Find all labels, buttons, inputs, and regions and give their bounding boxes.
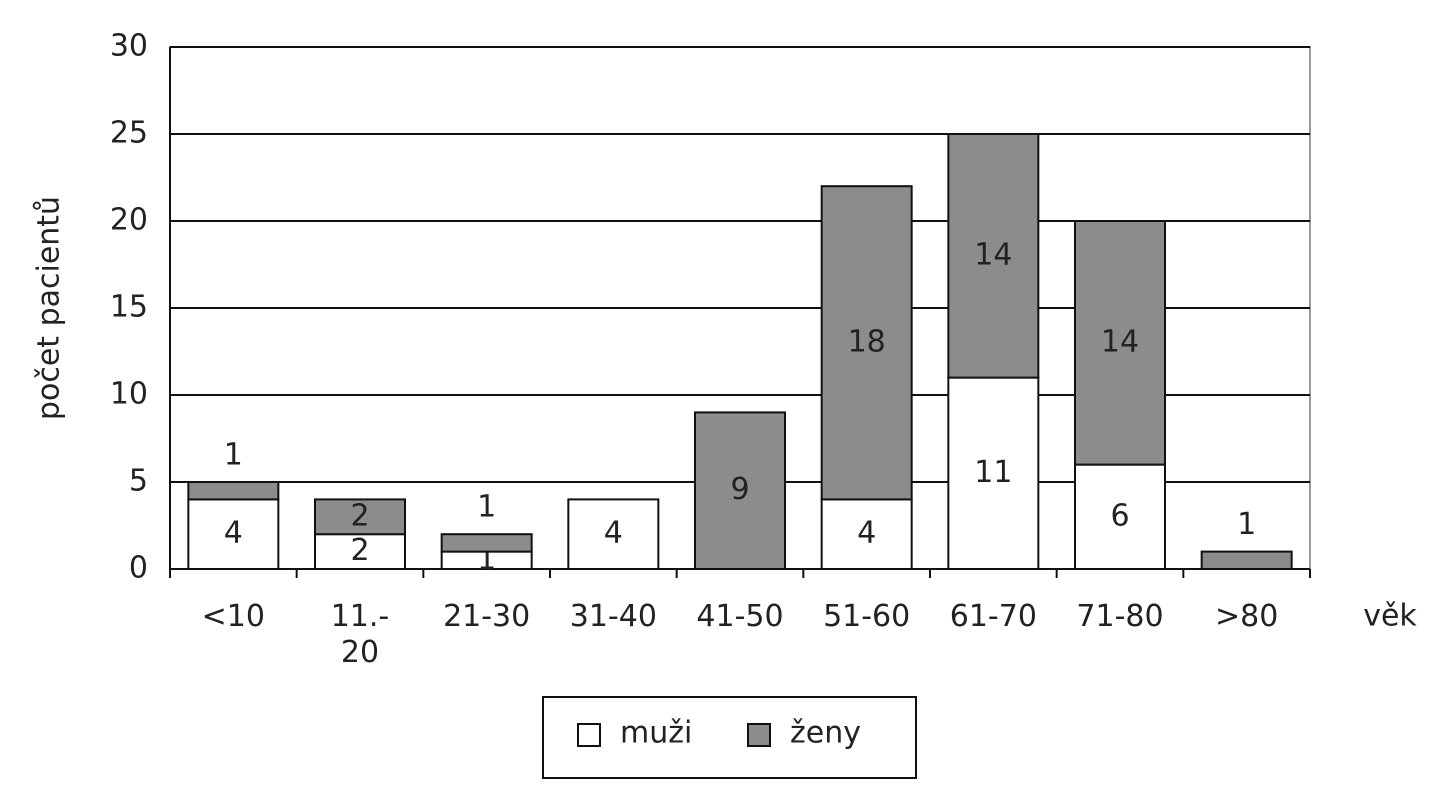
bar-segment	[820, 185, 913, 501]
data-label: 14	[974, 237, 1012, 272]
x-tick-label: 31-40	[570, 599, 657, 634]
y-tick-label: 30	[110, 29, 148, 64]
legend-box	[542, 696, 917, 779]
y-tick-label: 25	[110, 116, 148, 151]
x-tick-label: 71-80	[1076, 599, 1163, 634]
x-tick-label-line: 41-50	[696, 599, 783, 634]
y-tick-label: 15	[110, 290, 148, 325]
x-tick-label: 41-50	[696, 599, 783, 634]
x-tick-label-line: 61-70	[950, 599, 1037, 634]
data-label: 4	[224, 516, 243, 551]
legend-label: ženy	[790, 716, 861, 751]
data-label: 1	[224, 438, 243, 473]
x-tick-label-line: 20	[341, 635, 379, 670]
y-tick-label: 5	[129, 464, 148, 499]
bar-segment	[1074, 220, 1166, 466]
y-tick-label: 20	[110, 203, 148, 238]
data-label: 6	[1110, 498, 1129, 533]
x-tick-label: 21-30	[443, 599, 530, 634]
data-label: 1	[477, 490, 496, 525]
data-label: 18	[848, 324, 886, 359]
x-tick-label-line: 71-80	[1076, 599, 1163, 634]
x-tick-label: 61-70	[950, 599, 1037, 634]
x-tick-label: >80	[1215, 599, 1278, 634]
bar-segment	[947, 133, 1040, 379]
bar-segment	[567, 498, 660, 570]
bar-segment	[314, 498, 406, 536]
y-axis-label: počet pacientů	[32, 196, 67, 420]
x-tick-label-line: 21-30	[443, 599, 530, 634]
data-label: 2	[350, 533, 369, 568]
x-tick-label-line: <10	[202, 599, 265, 634]
bar-segment	[1200, 550, 1293, 570]
x-tick-label-line: >80	[1215, 599, 1278, 634]
data-label: 4	[604, 516, 623, 551]
y-tick-label: 0	[129, 551, 148, 586]
bar-segment	[1074, 463, 1166, 571]
data-label: 11	[974, 455, 1012, 490]
legend-swatch	[577, 723, 601, 747]
bar-segment	[947, 376, 1040, 570]
data-label: 1	[1237, 507, 1256, 542]
data-label: 2	[350, 498, 369, 533]
x-tick-label-line: 31-40	[570, 599, 657, 634]
data-label: 4	[857, 516, 876, 551]
legend-swatch	[747, 723, 771, 747]
bar-segment	[187, 498, 280, 570]
data-label: 9	[730, 472, 749, 507]
x-tick-label: <10	[202, 599, 265, 634]
legend-label: muži	[620, 716, 692, 751]
x-tick-label: 51-60	[823, 599, 910, 634]
data-label: 14	[1101, 324, 1139, 359]
x-axis-label: věk	[1363, 599, 1417, 634]
x-tick-label: 11.-20	[331, 599, 390, 670]
bar-segment	[187, 481, 280, 501]
bar-segment	[440, 533, 533, 553]
x-tick-label-line: 11.-	[331, 599, 390, 634]
y-tick-label: 10	[110, 377, 148, 412]
x-tick-label-line: 51-60	[823, 599, 910, 634]
bar-segment	[694, 411, 786, 570]
bar-segment	[314, 533, 406, 571]
bar-segment	[820, 498, 913, 570]
